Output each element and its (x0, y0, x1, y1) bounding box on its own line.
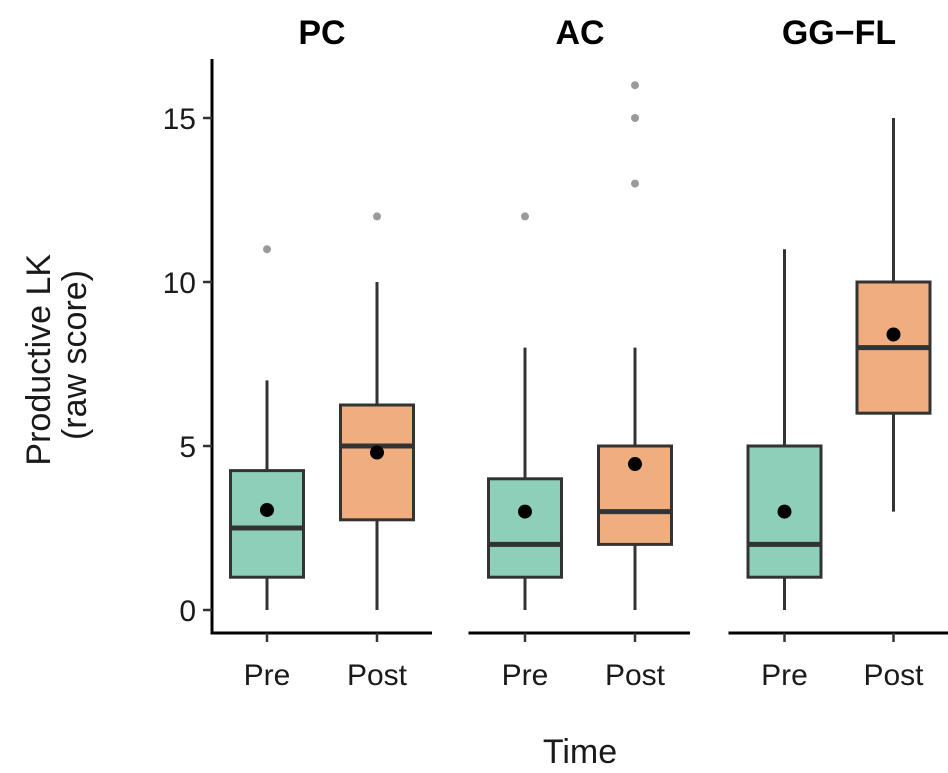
outlier-point (631, 179, 639, 188)
box-body (339, 403, 415, 522)
outlier-point (631, 81, 639, 90)
y-axis-title-line1: Productive LK (20, 254, 58, 466)
panel-0: PC Pre Post (210, 14, 432, 692)
mean-point (260, 502, 274, 517)
mean-point (370, 445, 384, 460)
mean-point (777, 504, 792, 519)
x-tick-label: Pre (761, 659, 808, 692)
y-tick-label: 0 (179, 595, 196, 628)
x-tick-label: Post (605, 659, 666, 692)
y-tick-label: 5 (179, 431, 196, 464)
box-pre: Pre (229, 245, 305, 692)
panel-1: AC Pre Post (468, 14, 690, 692)
panel-title: AC (555, 14, 604, 52)
box-body (487, 477, 563, 579)
mean-point (886, 327, 901, 342)
panel-title: GG−FL (782, 14, 896, 52)
panel-title: PC (298, 14, 345, 52)
y-axis-title: Productive LK (raw score) (20, 244, 94, 465)
box-body (229, 469, 305, 579)
outlier-point (263, 245, 271, 254)
mean-point (518, 504, 532, 519)
mean-point (628, 457, 642, 472)
x-tick-label: Post (347, 659, 408, 692)
y-tick-label: 10 (163, 267, 196, 300)
outlier-point (521, 212, 529, 221)
x-axis-title: Time (543, 733, 617, 771)
y-tick-label: 15 (163, 103, 196, 136)
x-tick-label: Pre (244, 659, 291, 692)
box-post: Post (597, 81, 673, 692)
x-tick-label: Post (863, 659, 924, 692)
y-axis-title-line2: (raw score) (56, 270, 94, 440)
panel-2: GG−FL Pre Post (728, 14, 948, 692)
panels: PC Pre Post AC Pre Post GG−FL Pre Post (210, 14, 948, 692)
outlier-point (373, 212, 381, 221)
box-pre: Pre (746, 249, 823, 692)
outlier-point (631, 114, 639, 122)
box-post: Post (339, 212, 415, 692)
x-tick-label: Pre (502, 659, 549, 692)
box-pre: Pre (487, 212, 563, 692)
box-post: Post (855, 118, 932, 692)
y-axis: 0 5 10 15 (163, 58, 214, 635)
